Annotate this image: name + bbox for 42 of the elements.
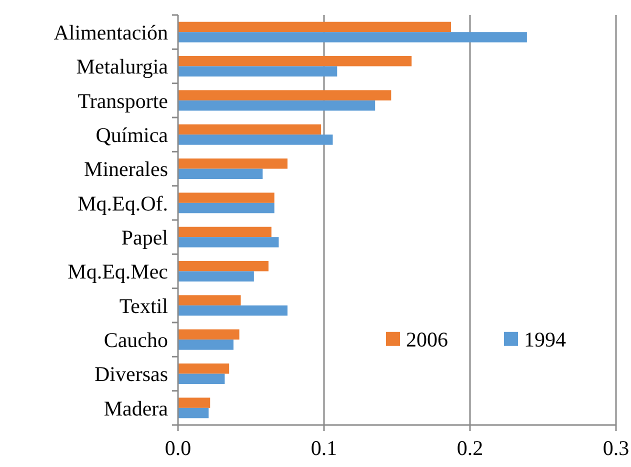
bar [178, 295, 241, 306]
y-tick-label: Alimentación [54, 20, 168, 44]
bar [178, 32, 527, 42]
y-tick-label: Madera [104, 396, 169, 420]
x-tick-label: 0.3 [602, 436, 630, 460]
y-tick-label: Mq.Eq.Of. [78, 191, 168, 216]
bar [178, 158, 288, 169]
bar [178, 66, 338, 76]
bar [178, 202, 274, 214]
y-tick-label: Metalurgia [76, 54, 169, 79]
x-tick-label: 0.1 [310, 436, 338, 460]
y-tick-label: Textil [119, 294, 168, 318]
legend-label: 2006 [406, 327, 448, 352]
bar [178, 56, 412, 66]
bar [178, 192, 274, 203]
bar [178, 340, 234, 350]
y-tick-label: Diversas [94, 362, 168, 386]
bar [178, 226, 272, 238]
y-tick-label: Química [96, 122, 169, 147]
legend-label: 1994 [524, 327, 566, 352]
x-tick-label: 0.0 [164, 436, 192, 460]
y-tick-label: Minerales [84, 157, 168, 182]
bar [178, 124, 322, 135]
bar [178, 261, 269, 272]
y-tick-label: Transporte [78, 88, 168, 113]
bar [178, 408, 209, 418]
bar [178, 305, 288, 316]
bar [178, 134, 333, 145]
bar [178, 364, 230, 374]
bar [178, 374, 225, 384]
bar [178, 90, 392, 100]
bar [178, 168, 263, 179]
y-tick-label: Papel [121, 225, 168, 250]
bar [178, 237, 279, 248]
y-tick-label: Mq.Eq.Mec [68, 260, 168, 284]
x-tick-label: 0.2 [456, 436, 484, 460]
bar [178, 271, 254, 282]
bar [178, 329, 240, 340]
bar [178, 398, 210, 408]
bar [178, 22, 452, 32]
bar [178, 100, 376, 111]
y-tick-label: Caucho [104, 328, 168, 352]
